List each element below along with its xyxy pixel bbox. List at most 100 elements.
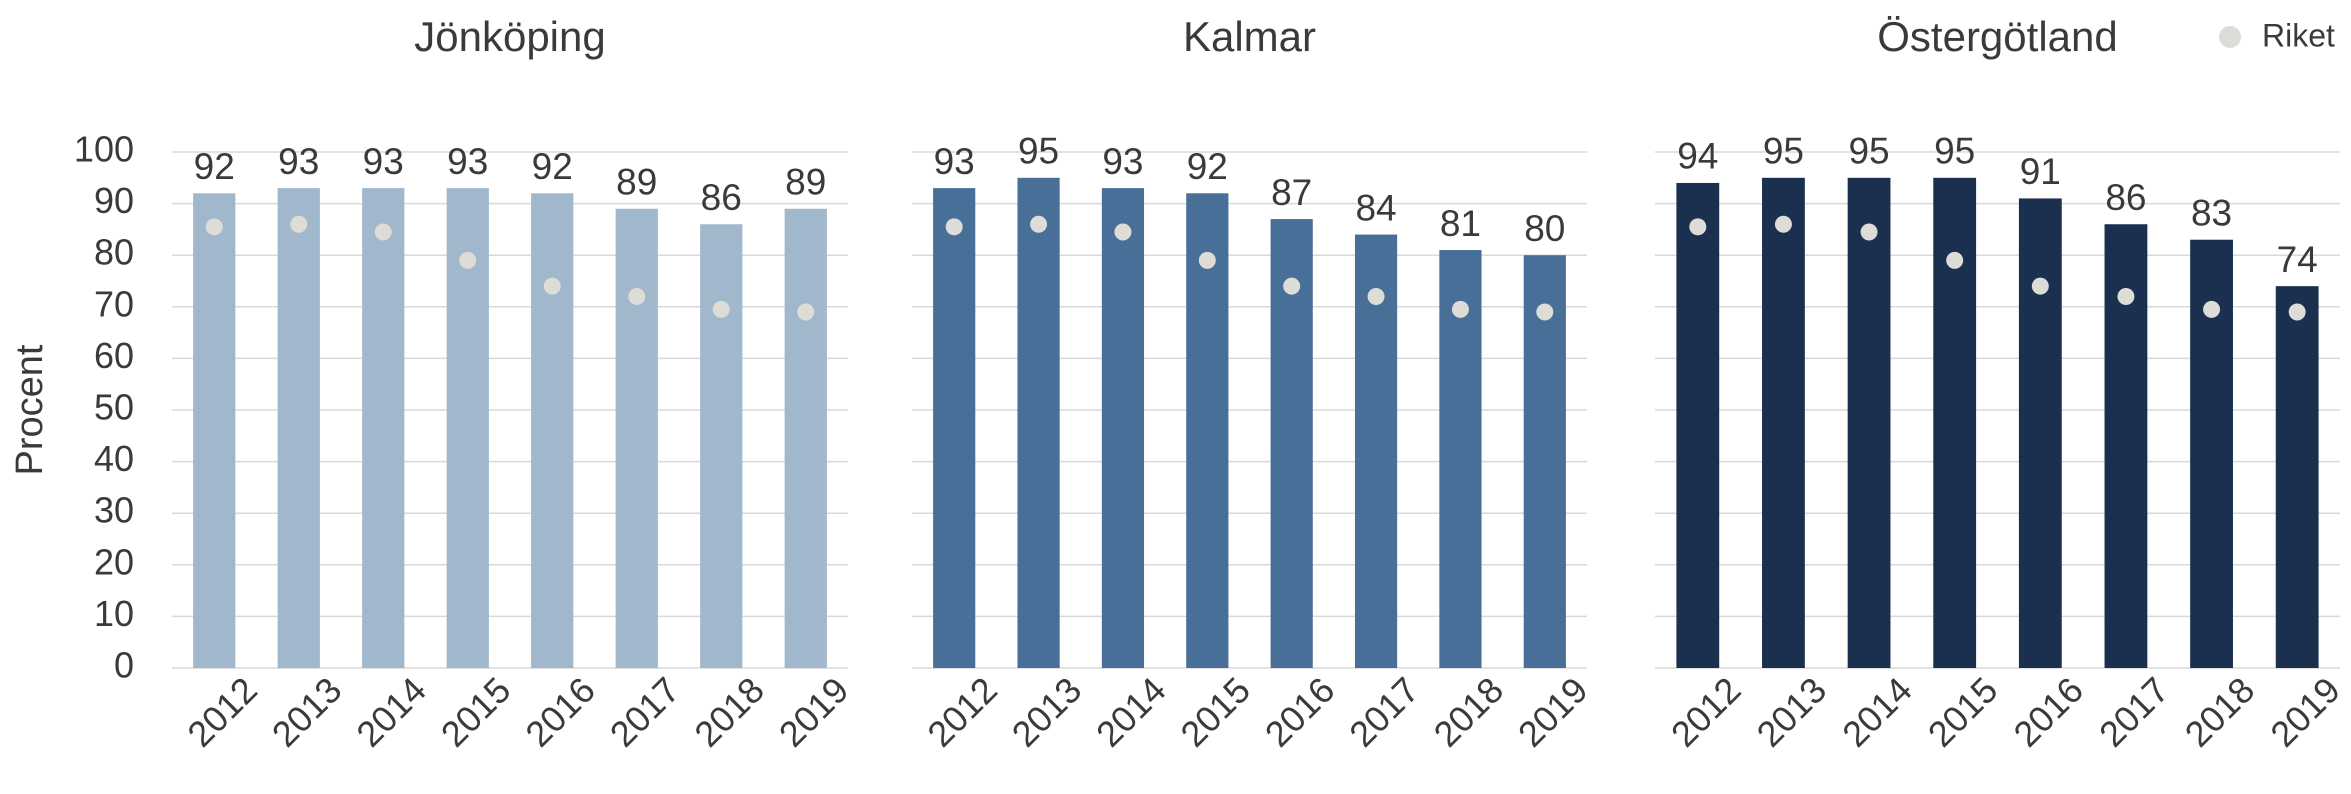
bar xyxy=(362,188,405,668)
x-tick-label: 2013 xyxy=(1004,669,1090,755)
x-tick-label: 2019 xyxy=(2262,669,2348,755)
x-tick-label: 2018 xyxy=(1426,669,1512,755)
y-tick-label: 60 xyxy=(94,335,134,376)
data-label: 92 xyxy=(1187,146,1228,187)
x-tick-label: 2017 xyxy=(1341,669,1427,755)
y-tick-label: 20 xyxy=(94,541,134,582)
y-axis-label: Procent xyxy=(9,344,51,475)
riket-dot xyxy=(1198,251,1216,269)
bar xyxy=(1439,250,1482,669)
legend-label: Riket xyxy=(2262,17,2335,53)
bar xyxy=(933,188,976,668)
riket-dot xyxy=(2031,277,2049,295)
bar xyxy=(1933,177,1977,669)
riket-dot xyxy=(2117,287,2135,305)
x-tick-label: 2014 xyxy=(1834,669,1920,755)
data-label: 93 xyxy=(447,141,488,182)
riket-dot xyxy=(712,300,730,318)
data-label: 93 xyxy=(934,141,975,182)
bar xyxy=(1101,188,1145,668)
y-tick-label: 40 xyxy=(94,438,134,479)
bar xyxy=(2275,286,2319,668)
bar xyxy=(2018,198,2062,668)
legend-marker xyxy=(2219,26,2241,48)
bar xyxy=(193,193,236,668)
data-label: 87 xyxy=(1271,172,1312,213)
riket-dot xyxy=(628,287,646,305)
riket-dot xyxy=(1536,303,1554,321)
data-label: 92 xyxy=(194,146,235,187)
bar xyxy=(531,193,574,668)
x-tick-label: 2017 xyxy=(2091,669,2177,755)
data-label: 95 xyxy=(1934,131,1975,172)
y-tick-label: 50 xyxy=(94,387,134,428)
y-tick-label: 70 xyxy=(94,283,134,324)
riket-dot xyxy=(1283,277,1301,295)
data-label: 84 xyxy=(1355,187,1396,228)
riket-dot xyxy=(1114,223,1132,241)
riket-dot xyxy=(1689,218,1707,236)
data-label: 93 xyxy=(1102,141,1143,182)
riket-dot xyxy=(2288,303,2306,321)
x-tick-label: 2018 xyxy=(2177,669,2263,755)
bar xyxy=(1186,193,1229,668)
bar xyxy=(1676,182,1720,668)
bar xyxy=(700,224,743,669)
riket-dot xyxy=(459,251,477,269)
x-tick-label: 2018 xyxy=(686,669,772,755)
riket-dot xyxy=(797,303,815,321)
data-label: 80 xyxy=(1524,208,1565,249)
riket-dot xyxy=(543,277,561,295)
data-label: 94 xyxy=(1677,136,1718,177)
bar xyxy=(277,188,320,668)
x-tick-label: 2012 xyxy=(919,669,1005,755)
data-label: 93 xyxy=(363,141,404,182)
riket-dot xyxy=(1774,215,1792,233)
riket-dot xyxy=(1946,251,1964,269)
x-tick-label: 2019 xyxy=(1510,669,1596,755)
x-tick-label: 2017 xyxy=(602,669,688,755)
chart-title: Jönköping xyxy=(414,13,605,60)
bar xyxy=(1354,234,1398,668)
bar xyxy=(1017,177,1060,669)
data-label: 92 xyxy=(532,146,573,187)
x-tick-label: 2014 xyxy=(348,669,434,755)
x-tick-label: 2013 xyxy=(1749,669,1835,755)
x-tick-label: 2012 xyxy=(1663,669,1749,755)
data-label: 81 xyxy=(1440,203,1481,244)
riket-dot xyxy=(374,223,392,241)
riket-dot xyxy=(945,218,963,236)
y-tick-label: 80 xyxy=(94,232,134,273)
riket-dot xyxy=(1860,223,1878,241)
y-tick-label: 100 xyxy=(74,129,134,170)
x-tick-label: 2014 xyxy=(1088,669,1174,755)
x-tick-label: 2013 xyxy=(264,669,350,755)
riket-dot xyxy=(2203,300,2221,318)
bar xyxy=(1762,177,1805,669)
chart-title: Östergötland xyxy=(1877,13,2117,60)
data-label: 95 xyxy=(1848,131,1889,172)
riket-dot xyxy=(1030,215,1048,233)
bar xyxy=(615,208,658,668)
riket-dot xyxy=(290,215,308,233)
bar xyxy=(1523,255,1566,668)
x-tick-label: 2015 xyxy=(433,669,519,755)
data-label: 89 xyxy=(785,162,826,203)
data-label: 86 xyxy=(2105,177,2146,218)
bar xyxy=(1847,177,1891,669)
y-tick-label: 30 xyxy=(94,490,134,531)
y-tick-label: 0 xyxy=(114,645,134,686)
data-label: 74 xyxy=(2277,239,2318,280)
riket-dot xyxy=(1451,300,1469,318)
x-tick-label: 2016 xyxy=(1257,669,1343,755)
data-label: 93 xyxy=(278,141,319,182)
data-label: 83 xyxy=(2191,193,2232,234)
riket-dot xyxy=(1367,287,1385,305)
riket-dot xyxy=(205,218,223,236)
chart-title: Kalmar xyxy=(1183,13,1316,60)
x-tick-label: 2015 xyxy=(1920,669,2006,755)
y-tick-label: 90 xyxy=(94,180,134,221)
x-tick-label: 2016 xyxy=(517,669,603,755)
data-label: 95 xyxy=(1018,131,1059,172)
